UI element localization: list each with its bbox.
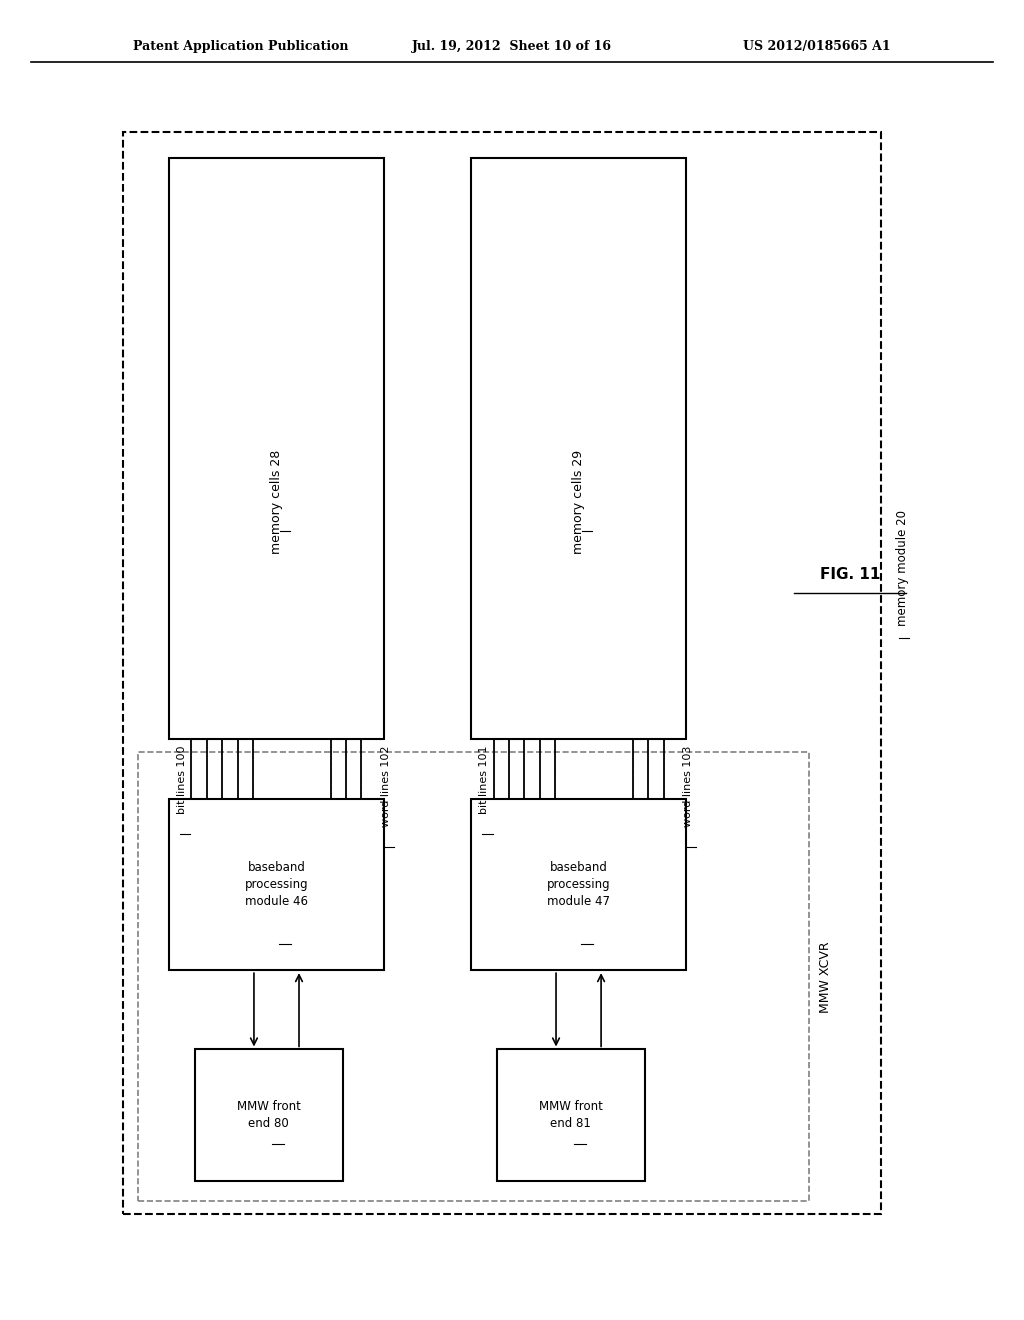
Text: bit lines 101: bit lines 101 [479,746,489,814]
Text: word lines 102: word lines 102 [381,746,391,828]
Bar [471,799,686,970]
Text: Patent Application Publication: Patent Application Publication [133,40,348,53]
Bar [169,158,384,739]
Text: MMW front
end 81: MMW front end 81 [539,1101,603,1130]
Bar [123,132,881,1214]
Bar [195,1049,343,1181]
Bar [471,158,686,739]
Text: word lines 103: word lines 103 [683,746,693,828]
Text: memory module 20: memory module 20 [896,510,909,626]
Text: baseband
processing
module 47: baseband processing module 47 [547,861,610,908]
Text: MMW front
end 80: MMW front end 80 [237,1101,301,1130]
Text: MMW XCVR: MMW XCVR [819,941,833,1012]
Text: Jul. 19, 2012  Sheet 10 of 16: Jul. 19, 2012 Sheet 10 of 16 [412,40,612,53]
Text: FIG. 11: FIG. 11 [820,566,880,582]
Text: bit lines 100: bit lines 100 [177,746,187,814]
Text: memory cells 29: memory cells 29 [572,450,585,553]
Bar [497,1049,645,1181]
Text: baseband
processing
module 46: baseband processing module 46 [245,861,308,908]
Bar [169,799,384,970]
Bar [138,752,809,1201]
Text: memory cells 28: memory cells 28 [270,450,283,553]
Text: US 2012/0185665 A1: US 2012/0185665 A1 [743,40,891,53]
